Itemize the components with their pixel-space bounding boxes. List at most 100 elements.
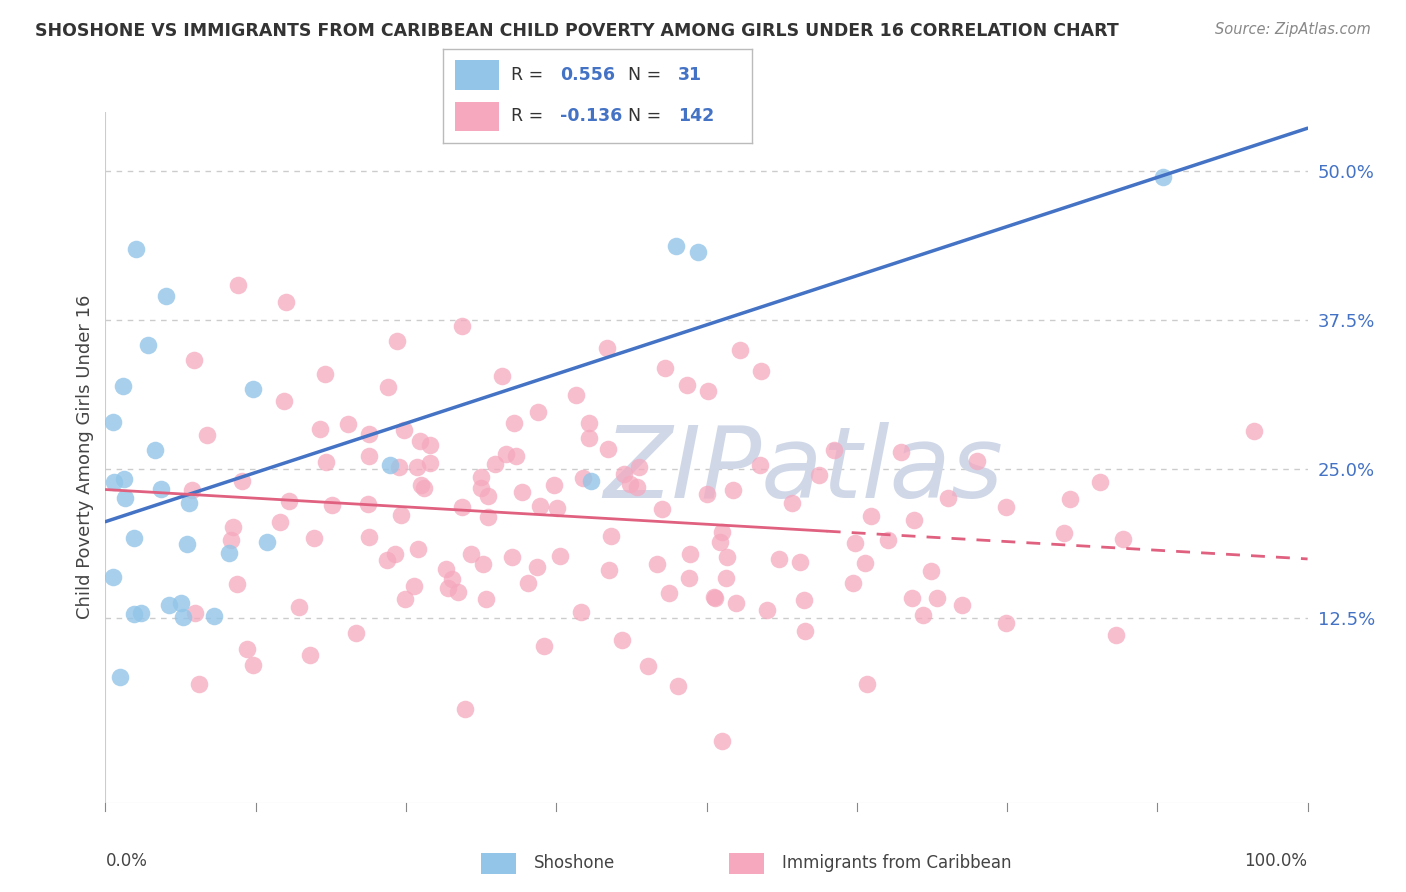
Point bbox=[491, 369, 513, 384]
Point bbox=[842, 576, 865, 591]
Bar bbox=[728, 853, 765, 874]
Point bbox=[221, 520, 243, 534]
Point bbox=[176, 537, 198, 551]
Point bbox=[920, 564, 942, 578]
Point bbox=[768, 552, 790, 566]
Point bbox=[724, 596, 747, 610]
Point bbox=[995, 500, 1018, 514]
Point bbox=[388, 459, 411, 474]
Point bbox=[950, 598, 973, 612]
Point bbox=[529, 499, 551, 513]
Point bbox=[794, 624, 817, 639]
Point bbox=[890, 444, 912, 458]
Point bbox=[517, 575, 540, 590]
Point bbox=[450, 318, 472, 333]
Point bbox=[143, 443, 166, 458]
Text: 0.556: 0.556 bbox=[561, 66, 616, 84]
Point bbox=[277, 494, 299, 508]
Point bbox=[450, 500, 472, 514]
Point bbox=[402, 579, 425, 593]
Point bbox=[111, 379, 134, 393]
Point bbox=[730, 343, 752, 358]
Point bbox=[966, 454, 988, 468]
Point bbox=[548, 549, 571, 563]
Point bbox=[269, 515, 291, 529]
Point bbox=[578, 431, 600, 445]
Point bbox=[256, 535, 278, 549]
Point bbox=[114, 491, 136, 505]
Point bbox=[578, 416, 600, 430]
Text: Source: ZipAtlas.com: Source: ZipAtlas.com bbox=[1215, 22, 1371, 37]
Text: N =: N = bbox=[628, 66, 668, 84]
Point bbox=[440, 572, 463, 586]
Point bbox=[112, 472, 135, 486]
Point bbox=[447, 585, 470, 599]
Point bbox=[569, 605, 592, 619]
Point bbox=[709, 534, 731, 549]
Point bbox=[460, 547, 482, 561]
Point bbox=[855, 677, 877, 691]
Point bbox=[124, 242, 146, 256]
Point bbox=[911, 607, 934, 622]
Point bbox=[596, 341, 619, 355]
Point bbox=[697, 384, 720, 398]
Point bbox=[710, 734, 733, 748]
Point bbox=[344, 625, 367, 640]
Point bbox=[658, 585, 681, 599]
Point bbox=[180, 483, 202, 498]
Point bbox=[409, 477, 432, 491]
Point bbox=[678, 547, 700, 561]
Point bbox=[505, 449, 527, 463]
Point bbox=[101, 416, 124, 430]
Point bbox=[124, 607, 146, 621]
Point bbox=[749, 364, 772, 378]
Point bbox=[572, 471, 595, 485]
Point bbox=[1053, 525, 1076, 540]
Text: SHOSHONE VS IMMIGRANTS FROM CARIBBEAN CHILD POVERTY AMONG GIRLS UNDER 16 CORRELA: SHOSHONE VS IMMIGRANTS FROM CARIBBEAN CH… bbox=[35, 22, 1119, 40]
Point bbox=[793, 593, 815, 607]
Text: Immigrants from Caribbean: Immigrants from Caribbean bbox=[782, 855, 1011, 872]
Point bbox=[543, 478, 565, 492]
Point bbox=[155, 289, 177, 303]
Point bbox=[172, 610, 194, 624]
Text: -0.136: -0.136 bbox=[561, 108, 623, 126]
Point bbox=[187, 677, 209, 691]
Point bbox=[274, 295, 297, 310]
Point bbox=[1105, 627, 1128, 641]
Point bbox=[853, 556, 876, 570]
Point bbox=[384, 548, 406, 562]
Y-axis label: Child Poverty Among Girls Under 16: Child Poverty Among Girls Under 16 bbox=[76, 295, 94, 619]
Point bbox=[755, 603, 778, 617]
Text: 0.0%: 0.0% bbox=[105, 852, 148, 870]
Point bbox=[357, 497, 380, 511]
Point bbox=[235, 642, 257, 657]
Point bbox=[357, 450, 380, 464]
Point bbox=[860, 508, 883, 523]
Point bbox=[477, 489, 499, 503]
Point bbox=[900, 591, 922, 605]
Point bbox=[471, 557, 494, 571]
Point bbox=[299, 648, 322, 663]
Point bbox=[337, 417, 360, 432]
Text: N =: N = bbox=[628, 108, 668, 126]
Point bbox=[711, 524, 734, 539]
Point bbox=[579, 474, 602, 488]
Point bbox=[645, 557, 668, 571]
Point bbox=[612, 633, 634, 648]
Point bbox=[419, 456, 441, 470]
Point bbox=[628, 460, 651, 475]
Point bbox=[378, 458, 401, 472]
Point bbox=[936, 491, 959, 505]
Point bbox=[613, 467, 636, 481]
Point bbox=[749, 458, 772, 472]
Point bbox=[287, 599, 309, 614]
Point bbox=[405, 459, 427, 474]
Point bbox=[696, 487, 718, 501]
Point bbox=[1243, 425, 1265, 439]
Point bbox=[844, 536, 866, 550]
Point bbox=[994, 615, 1017, 630]
Point bbox=[470, 481, 492, 495]
Point bbox=[108, 670, 131, 684]
Point bbox=[184, 606, 207, 620]
Point bbox=[666, 679, 689, 693]
